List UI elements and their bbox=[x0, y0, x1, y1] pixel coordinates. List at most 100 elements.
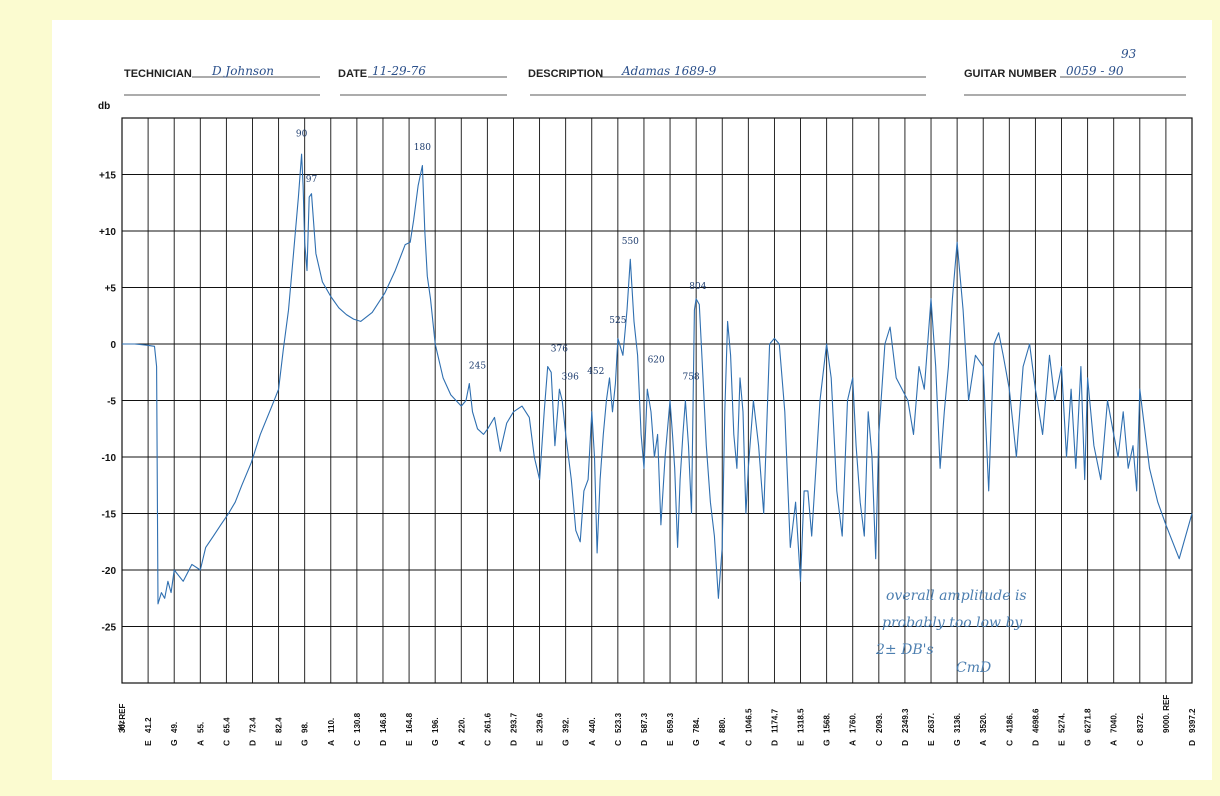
description-label: DESCRIPTION bbox=[528, 68, 603, 80]
x-note-label: G bbox=[822, 739, 832, 746]
y-axis-unit-label: db bbox=[98, 101, 110, 112]
x-tick-label: 3136. bbox=[953, 713, 962, 733]
x-tick-label: 1568. bbox=[823, 713, 832, 733]
y-tick-label: -5 bbox=[107, 397, 116, 408]
y-tick-label: +5 bbox=[105, 284, 117, 295]
x-note-label: A bbox=[717, 740, 727, 746]
x-tick-label: 73.4 bbox=[248, 717, 257, 733]
x-tick-label: 110. bbox=[327, 718, 336, 733]
x-note-label: E bbox=[274, 740, 284, 746]
x-tick-label: 3520. bbox=[979, 713, 988, 733]
x-note-label: E bbox=[404, 740, 414, 746]
peak-annotation: 376 bbox=[551, 344, 568, 354]
x-note-label: A bbox=[978, 740, 988, 746]
x-tick-label: 82.4 bbox=[275, 717, 284, 733]
x-tick-label: 2637. bbox=[927, 713, 936, 733]
x-note-label: D bbox=[1030, 740, 1040, 746]
x-tick-label: 587.3 bbox=[640, 712, 649, 733]
x-tick-label: 49. bbox=[170, 722, 179, 733]
y-tick-label: -20 bbox=[102, 566, 117, 577]
x-note-label: C bbox=[874, 740, 884, 746]
remark-line-3: 2± DB's bbox=[875, 642, 934, 658]
x-note-label: E bbox=[796, 740, 806, 746]
x-tick-label: 164.8 bbox=[405, 712, 414, 733]
y-tick-label: -15 bbox=[102, 510, 117, 521]
x-tick-label: 41.2 bbox=[144, 717, 153, 733]
x-tick-label: 440. bbox=[588, 717, 597, 733]
technician-value: D Johnson bbox=[211, 64, 274, 78]
x-tick-label: 9397.2 bbox=[1188, 708, 1197, 733]
date-label: DATE bbox=[338, 68, 367, 80]
x-note-label: D bbox=[508, 740, 518, 746]
guitar-number-note: 93 bbox=[1121, 47, 1137, 61]
x-tick-label: 130.8 bbox=[353, 712, 362, 733]
x-note-label: D bbox=[639, 740, 649, 746]
x-tick-label: 1046.5 bbox=[744, 708, 753, 733]
x-note-label: D bbox=[769, 740, 779, 746]
x-note-label: C bbox=[352, 740, 362, 746]
y-tick-labels: +15 +10 +5 0 -5 -10 -15 -20 -25 bbox=[99, 171, 116, 634]
peak-annotation: 550 bbox=[622, 237, 639, 247]
x-tick-label: 4698.6 bbox=[1031, 708, 1040, 733]
peak-annotation: 804 bbox=[689, 282, 706, 292]
x-tick-label: 5274. bbox=[1058, 713, 1067, 733]
description-value: Adamas 1689-9 bbox=[621, 64, 717, 78]
x-axis-unit-label: Hz bbox=[117, 720, 126, 730]
x-note-label: E bbox=[665, 740, 675, 746]
x-tick-label: 146.8 bbox=[379, 712, 388, 733]
x-note-label: E bbox=[1057, 740, 1067, 746]
x-tick-label: 4186. bbox=[1005, 713, 1014, 733]
x-note-label: E bbox=[926, 740, 936, 746]
x-note-label: C bbox=[613, 740, 623, 746]
x-note-label: A bbox=[456, 740, 466, 746]
x-tick-label: 880. bbox=[718, 717, 727, 733]
peak-annotation: 452 bbox=[587, 367, 604, 377]
handwritten-remark: overall amplitude is probably too low by… bbox=[875, 588, 1027, 676]
x-note-label: D bbox=[1187, 740, 1197, 746]
x-note-label: E bbox=[143, 740, 153, 746]
x-tick-label: 392. bbox=[562, 717, 571, 733]
peak-annotation: 525 bbox=[609, 316, 626, 326]
peak-annotation: 758 bbox=[682, 373, 699, 383]
peak-annotation: 180 bbox=[414, 143, 431, 153]
x-note-label: A bbox=[195, 740, 205, 746]
x-tick-label: 9000. REF bbox=[1162, 695, 1171, 733]
x-tick-label: 329.6 bbox=[536, 712, 545, 733]
x-note-label: G bbox=[300, 739, 310, 746]
x-note-label: D bbox=[900, 740, 910, 746]
x-tick-label: 261.6 bbox=[483, 712, 492, 733]
x-tick-label: 1760. bbox=[849, 713, 858, 733]
peak-annotations: 90 97 180 245 376 396 452 525 550 620 758 804 bbox=[296, 130, 707, 383]
x-tick-label: 2093. bbox=[875, 713, 884, 733]
x-tick-label: 659.3 bbox=[666, 712, 675, 733]
x-tick-label: 523.3 bbox=[614, 712, 623, 733]
chart-grid bbox=[121, 117, 1193, 684]
x-tick-label: 30. REF bbox=[118, 704, 127, 733]
x-tick-label: 1318.5 bbox=[797, 708, 806, 733]
x-tick-label: 196. bbox=[431, 717, 440, 733]
x-tick-label: 7040. bbox=[1110, 713, 1119, 733]
x-note-label: A bbox=[848, 740, 858, 746]
y-tick-label: -10 bbox=[102, 453, 117, 464]
x-note-label: G bbox=[561, 739, 571, 746]
peak-annotation: 245 bbox=[469, 361, 486, 371]
x-note-label: C bbox=[1135, 740, 1145, 746]
x-tick-label: 784. bbox=[692, 717, 701, 733]
remark-line-1: overall amplitude is bbox=[886, 588, 1027, 604]
y-tick-label: +15 bbox=[99, 171, 116, 182]
x-tick-label: 2349.3 bbox=[901, 708, 910, 733]
x-note-label: C bbox=[482, 740, 492, 746]
frequency-response-chart: TECHNICIAN D Johnson DATE 11-29-76 DESCR… bbox=[98, 47, 1197, 746]
x-note-label: A bbox=[587, 740, 597, 746]
data-sheet: TECHNICIAN D Johnson DATE 11-29-76 DESCR… bbox=[52, 20, 1212, 780]
response-trace bbox=[122, 153, 1193, 605]
peak-annotation: 97 bbox=[306, 175, 318, 185]
x-note-label: D bbox=[247, 740, 257, 746]
x-tick-label: 8372. bbox=[1136, 713, 1145, 733]
x-note-label: E bbox=[535, 740, 545, 746]
y-tick-label: 0 bbox=[110, 340, 116, 351]
x-note-label: G bbox=[952, 739, 962, 746]
x-note-label: C bbox=[743, 740, 753, 746]
x-note-label: C bbox=[221, 740, 231, 746]
